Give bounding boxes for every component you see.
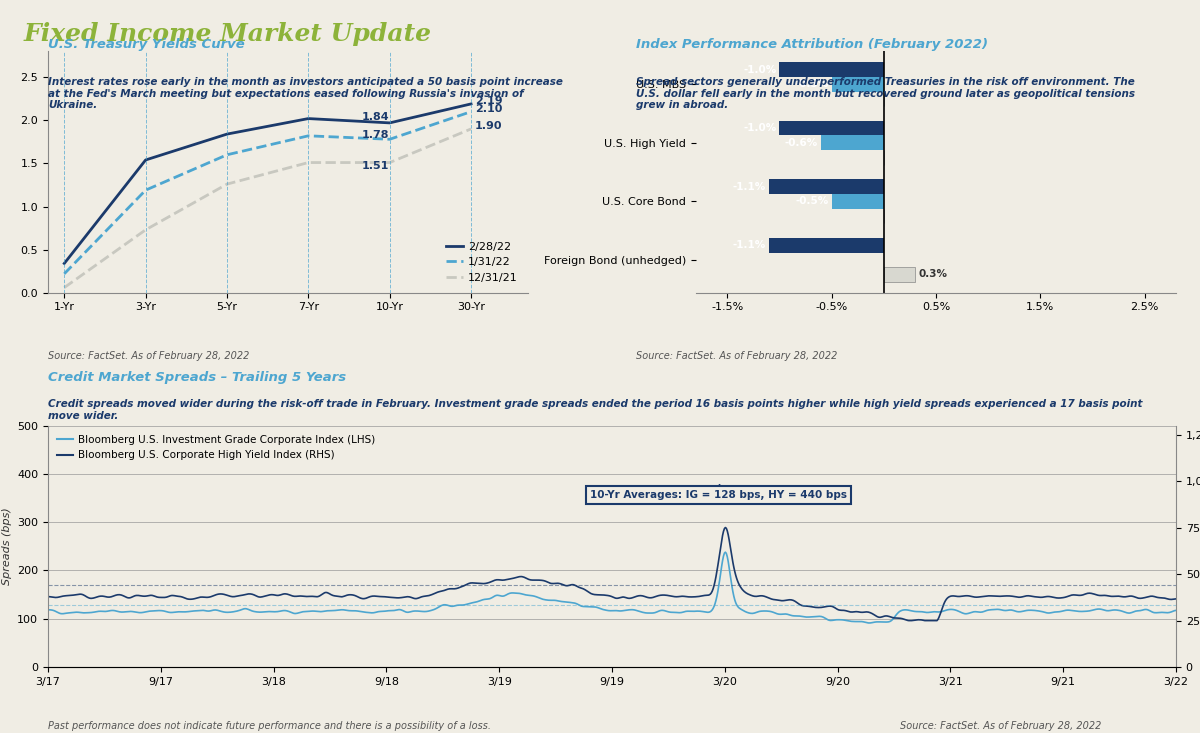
Bloomberg U.S. Corporate High Yield Index (RHS) <box>658 591 672 600</box>
Text: Fixed Income Market Update: Fixed Income Market Update <box>24 22 432 46</box>
Text: 1.84: 1.84 <box>361 112 389 122</box>
Bloomberg U.S. Corporate High Yield Index (RHS) <box>421 592 436 600</box>
Line: 12/31/21: 12/31/21 <box>65 129 472 287</box>
Text: Spread sectors generally underperformed Treasuries in the risk off environment. : Spread sectors generally underperformed … <box>636 77 1135 110</box>
Text: -0.6%: -0.6% <box>785 138 818 148</box>
Bar <box>832 77 884 92</box>
12/31/21 <box>383 158 397 167</box>
2/28/22 <box>464 100 479 108</box>
Text: Credit spreads moved wider during the risk-off trade in February. Investment gra: Credit spreads moved wider during the ri… <box>48 399 1142 421</box>
2/28/22 <box>138 155 152 164</box>
Text: -1.1%: -1.1% <box>733 240 766 250</box>
Bloomberg U.S. Investment Grade Corporate Index (LHS) <box>718 548 732 556</box>
12/31/21 <box>58 283 72 292</box>
Bar <box>780 121 884 136</box>
1/31/22 <box>220 150 234 159</box>
1/31/22 <box>383 135 397 144</box>
2/28/22 <box>220 130 234 139</box>
Bar <box>832 194 884 209</box>
Line: 1/31/22: 1/31/22 <box>65 111 472 274</box>
12/31/21 <box>464 125 479 133</box>
1/31/22 <box>301 131 316 140</box>
Bar <box>780 62 884 77</box>
Bloomberg U.S. Corporate High Yield Index (RHS) <box>901 616 916 625</box>
Legend: 2/28/22, 1/31/22, 12/31/21: 2/28/22, 1/31/22, 12/31/21 <box>442 237 522 287</box>
Text: Source: FactSet. As of February 28, 2022: Source: FactSet. As of February 28, 2022 <box>900 721 1102 732</box>
2/28/22 <box>58 259 72 268</box>
Bar <box>821 136 884 150</box>
Text: 1.51: 1.51 <box>361 161 389 172</box>
Text: Source: FactSet. As of February 28, 2022: Source: FactSet. As of February 28, 2022 <box>636 351 838 361</box>
Bloomberg U.S. Investment Grade Corporate Index (LHS) <box>41 605 55 614</box>
Bar <box>769 238 884 253</box>
2/28/22 <box>301 114 316 123</box>
Bloomberg U.S. Investment Grade Corporate Index (LHS) <box>230 606 245 615</box>
2/28/22 <box>383 119 397 128</box>
Text: -0.5%: -0.5% <box>796 196 828 206</box>
12/31/21 <box>220 180 234 188</box>
Text: -1.0%: -1.0% <box>743 65 776 75</box>
Legend: Bloomberg U.S. Investment Grade Corporate Index (LHS), Bloomberg U.S. Corporate : Bloomberg U.S. Investment Grade Corporat… <box>53 431 379 464</box>
Bloomberg U.S. Investment Grade Corporate Index (LHS) <box>658 606 672 615</box>
Text: Source: FactSet. As of February 28, 2022: Source: FactSet. As of February 28, 2022 <box>48 351 250 361</box>
Text: U.S. Treasury Yields Curve: U.S. Treasury Yields Curve <box>48 37 245 51</box>
Bloomberg U.S. Corporate High Yield Index (RHS) <box>634 592 648 600</box>
Line: Bloomberg U.S. Corporate High Yield Index (RHS): Bloomberg U.S. Corporate High Yield Inde… <box>48 528 1176 621</box>
Text: Index Performance Attribution (February 2022): Index Performance Attribution (February … <box>636 37 988 51</box>
Text: Credit Market Spreads – Trailing 5 Years: Credit Market Spreads – Trailing 5 Years <box>48 371 346 384</box>
Bloomberg U.S. Corporate High Yield Index (RHS) <box>530 575 545 584</box>
Text: 10-Yr Averages: IG = 128 bps, HY = 440 bps: 10-Yr Averages: IG = 128 bps, HY = 440 b… <box>590 485 847 500</box>
12/31/21 <box>138 226 152 235</box>
Text: Interest rates rose early in the month as investors anticipated a 50 basis point: Interest rates rose early in the month a… <box>48 77 563 110</box>
Bloomberg U.S. Corporate High Yield Index (RHS) <box>1169 594 1183 603</box>
1/31/22 <box>58 270 72 279</box>
Bloomberg U.S. Investment Grade Corporate Index (LHS) <box>634 608 648 616</box>
Bloomberg U.S. Investment Grade Corporate Index (LHS) <box>862 619 876 627</box>
Text: 2.10: 2.10 <box>475 103 503 114</box>
Bloomberg U.S. Investment Grade Corporate Index (LHS) <box>530 593 545 602</box>
1/31/22 <box>464 107 479 116</box>
Bloomberg U.S. Investment Grade Corporate Index (LHS) <box>191 606 205 615</box>
Bar <box>884 267 916 281</box>
Line: 2/28/22: 2/28/22 <box>65 104 472 263</box>
Line: Bloomberg U.S. Investment Grade Corporate Index (LHS): Bloomberg U.S. Investment Grade Corporat… <box>48 552 1176 623</box>
Bloomberg U.S. Investment Grade Corporate Index (LHS) <box>421 607 436 616</box>
Bloomberg U.S. Investment Grade Corporate Index (LHS) <box>1169 606 1183 615</box>
12/31/21 <box>301 158 316 167</box>
Bar <box>769 180 884 194</box>
Text: 1.78: 1.78 <box>361 130 389 141</box>
Text: -1.0%: -1.0% <box>743 123 776 133</box>
Text: 2.19: 2.19 <box>475 96 503 106</box>
Y-axis label: Spreads (bps): Spreads (bps) <box>1 507 12 585</box>
Bloomberg U.S. Corporate High Yield Index (RHS) <box>191 594 205 603</box>
Text: -0.5%: -0.5% <box>796 79 828 89</box>
Text: 1.90: 1.90 <box>475 121 503 131</box>
Text: 0.3%: 0.3% <box>918 270 947 279</box>
Text: -1.1%: -1.1% <box>733 182 766 191</box>
1/31/22 <box>138 185 152 194</box>
Bloomberg U.S. Corporate High Yield Index (RHS) <box>41 592 55 601</box>
Bloomberg U.S. Corporate High Yield Index (RHS) <box>718 523 732 532</box>
Text: Past performance does not indicate future performance and there is a possibility: Past performance does not indicate futur… <box>48 721 491 732</box>
Bloomberg U.S. Corporate High Yield Index (RHS) <box>230 592 245 600</box>
